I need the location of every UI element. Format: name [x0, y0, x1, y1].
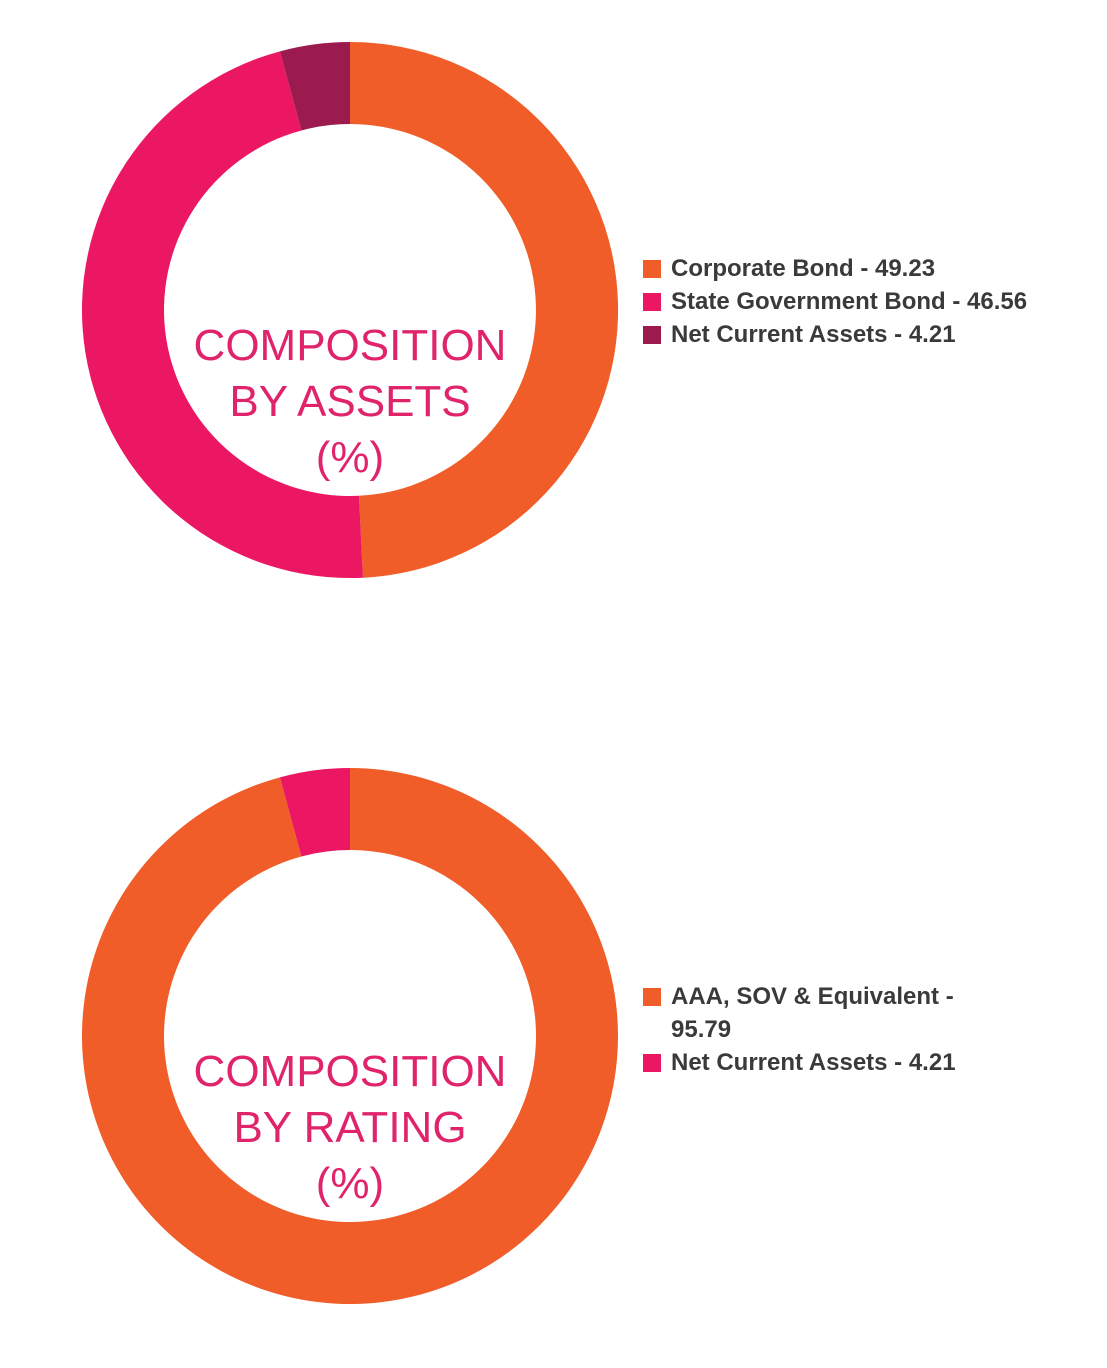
rating-title-line-1: COMPOSITION: [193, 1047, 507, 1096]
legend-swatch-state-government-bond: [643, 293, 661, 311]
legend-swatch-net-current-assets-rating: [643, 1054, 661, 1072]
rating-chart-title: COMPOSITION BY RATING (%): [160, 1044, 540, 1212]
rating-title-line-2: BY RATING: [233, 1103, 467, 1152]
legend-label-corporate-bond: Corporate Bond - 49.23: [671, 255, 936, 282]
assets-title-line-1: COMPOSITION: [193, 321, 507, 370]
legend-swatch-corporate-bond: [643, 260, 661, 278]
rating-slice-net-current-assets: [279, 768, 350, 857]
assets-legend: Corporate Bond - 49.23 State Government …: [643, 252, 1083, 351]
rating-slice-aaa-sov-equivalent: [81, 768, 618, 1304]
legend-label-net-current-assets: Net Current Assets - 4.21: [671, 321, 956, 348]
rating-title-line-3: (%): [315, 1159, 385, 1208]
assets-slice-state-government-bond: [81, 51, 363, 579]
legend-swatch-aaa-sov-equivalent: [643, 988, 661, 1006]
legend-item-state-government-bond: State Government Bond - 46.56: [643, 285, 1083, 318]
assets-title-line-2: BY ASSETS: [229, 377, 471, 426]
legend-swatch-net-current-assets: [643, 326, 661, 344]
assets-slice-corporate-bond: [350, 41, 619, 578]
legend-item-corporate-bond: Corporate Bond - 49.23: [643, 252, 1083, 285]
legend-label-state-government-bond: State Government Bond - 46.56: [671, 288, 1028, 315]
legend-label-net-current-assets-rating: Net Current Assets - 4.21: [671, 1049, 956, 1076]
composition-by-rating-chart: COMPOSITION BY RATING (%) AAA, SOV & Equ…: [0, 756, 1107, 1316]
rating-donut-chart: [81, 768, 618, 1304]
legend-item-aaa-sov-equivalent: AAA, SOV & Equivalent - 95.79: [643, 980, 1003, 1046]
composition-by-assets-chart: COMPOSITION BY ASSETS (%) Corporate Bond…: [0, 30, 1107, 590]
assets-slice-net-current-assets: [279, 42, 350, 131]
assets-chart-title: COMPOSITION BY ASSETS (%): [160, 318, 540, 486]
rating-legend: AAA, SOV & Equivalent - 95.79 Net Curren…: [643, 980, 1003, 1079]
legend-item-net-current-assets: Net Current Assets - 4.21: [643, 318, 1083, 351]
legend-item-net-current-assets-rating: Net Current Assets - 4.21: [643, 1046, 1003, 1079]
legend-label-aaa-sov-equivalent: AAA, SOV & Equivalent - 95.79: [671, 983, 954, 1043]
assets-title-line-3: (%): [315, 433, 385, 482]
assets-donut-chart: [81, 41, 619, 579]
